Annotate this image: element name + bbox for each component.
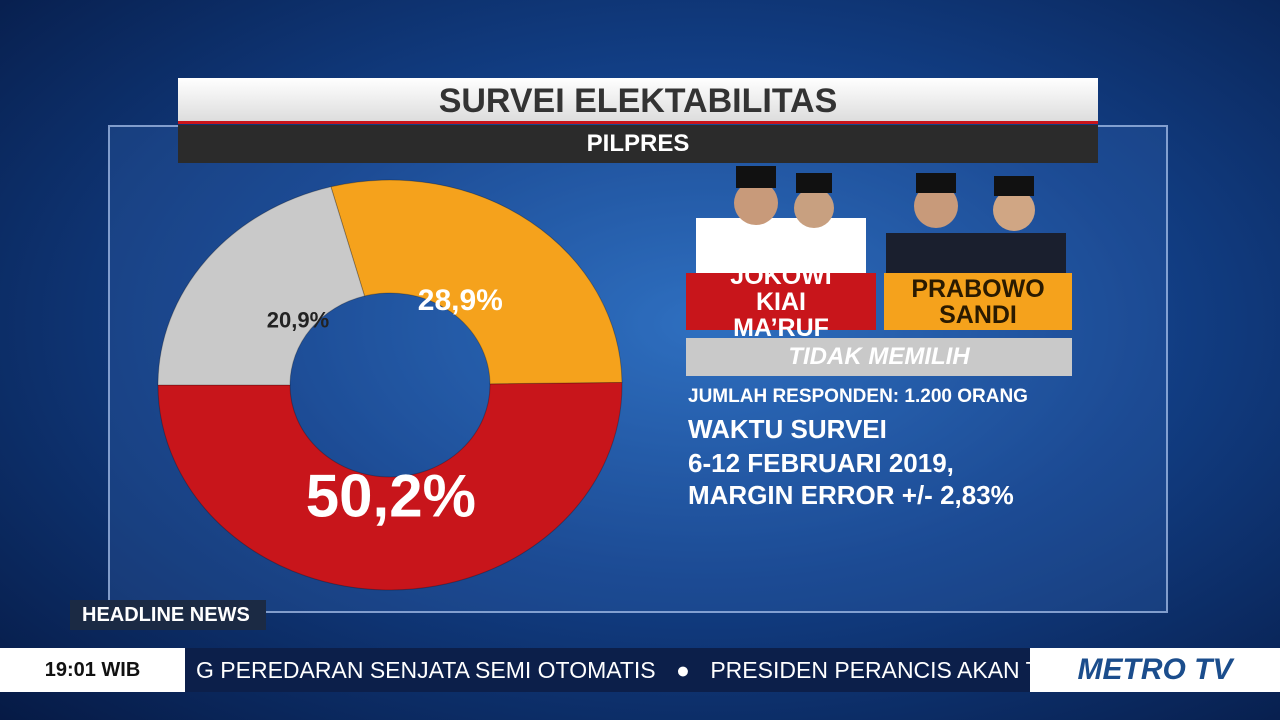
annotation: 6-12 FEBRUARI 2019,	[688, 448, 954, 478]
annotation: WAKTU SURVEI	[688, 414, 887, 444]
chart-subtitle: PILPRES	[178, 125, 1098, 163]
data-label: 20,9%	[267, 307, 329, 332]
chart-title: SURVEI ELEKTABILITAS	[178, 78, 1098, 124]
donut-segment	[157, 186, 366, 386]
data-label: 28,9%	[418, 284, 503, 317]
candidate-photos	[696, 166, 1066, 276]
data-label: 50,2%	[306, 463, 476, 530]
annotation: MARGIN ERROR +/- 2,83%	[688, 480, 1014, 510]
donut-chart: 50,2% 28,9% 20,9%	[157, 179, 623, 591]
segment-label: HEADLINE NEWS	[70, 600, 266, 630]
legend-entry: PRABOWO SANDI	[884, 273, 1072, 330]
ticker-item: G PEREDARAN SENJATA SEMI OTOMATIS	[196, 657, 656, 683]
ticker-text: G PEREDARAN SENJATA SEMI OTOMATIS ● PRES…	[196, 648, 1106, 692]
legend-entry: TIDAK MEMILIH	[686, 338, 1072, 376]
donut-segment	[157, 381, 623, 591]
separator: ●	[676, 657, 690, 683]
annotation: JUMLAH RESPONDEN: 1.200 ORANG	[688, 386, 1028, 407]
clock: 19:01 WIB	[0, 648, 185, 692]
channel-logo: METRO TV	[1030, 648, 1280, 692]
donut-segment	[330, 179, 623, 385]
legend-entry: JOKOWI KIAI MA’RUF	[686, 263, 876, 341]
